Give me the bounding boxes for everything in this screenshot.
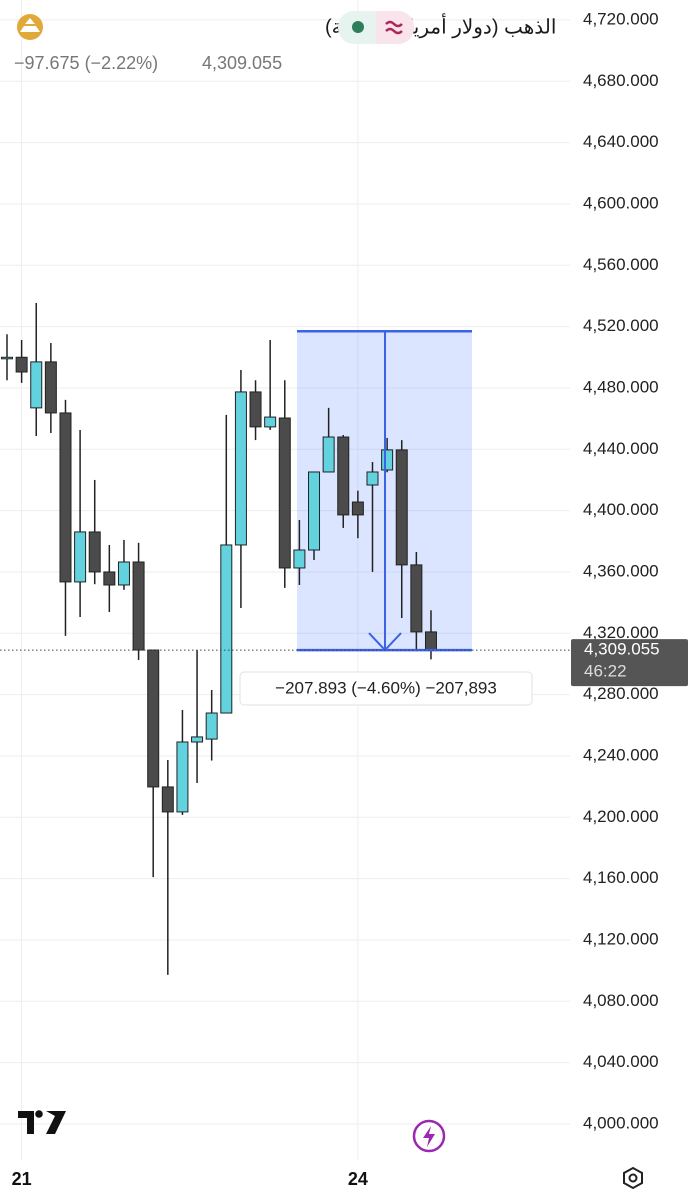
price-change: −97.675 (−2.22%) [14, 53, 158, 73]
candle-body [205, 712, 218, 740]
y-tick-label: 4,280.000 [583, 684, 659, 703]
y-tick-label: 4,560.000 [583, 255, 659, 274]
candle-body [322, 436, 335, 473]
candle-body [351, 501, 364, 516]
y-tick-label: 4,720.000 [583, 9, 659, 28]
y-tick-label: 4,680.000 [583, 71, 659, 90]
candle-body [147, 649, 160, 788]
candle-body [366, 471, 379, 486]
measure-label-box [239, 671, 533, 706]
candle-body [308, 471, 321, 551]
y-tick-label: 4,400.000 [583, 500, 659, 519]
lightning-icon [423, 1126, 435, 1147]
candle-body [88, 531, 101, 573]
settings-button[interactable] [623, 1166, 643, 1190]
settings-icon-center [628, 1173, 638, 1183]
tradingview-logo[interactable] [18, 1111, 66, 1134]
y-tick-label: 4,240.000 [583, 745, 659, 764]
candle-body [293, 549, 306, 569]
status-pill-right [376, 11, 415, 45]
candle-body [337, 436, 350, 516]
candle-body [191, 736, 204, 743]
y-tick-label: 4,200.000 [583, 807, 659, 826]
last-price-box [571, 639, 688, 687]
y-tick-label: 4,480.000 [583, 377, 659, 396]
candle-body [132, 561, 145, 651]
last-price-label: 4,309.055 [584, 640, 660, 659]
measure-label: −207.893 (−4.60%) −207,893 [275, 678, 497, 697]
candle-body [59, 412, 72, 583]
candle-body [74, 531, 87, 583]
y-tick-label: 4,040.000 [583, 1052, 659, 1071]
candle-body [103, 571, 116, 586]
y-tick-label: 4,520.000 [583, 316, 659, 335]
candle-body [234, 391, 247, 546]
candle-body [176, 741, 189, 813]
candle-body [44, 361, 57, 414]
plot: 4,000.000 4,040.000 4,080.000 4,120.000 4,16… [0, 0, 688, 1189]
header-price: 4,309.055 [202, 53, 282, 73]
x-tick-label: 24 [348, 1169, 368, 1189]
candle-body [1, 356, 13, 360]
candle-body [424, 631, 437, 651]
candle-body [410, 564, 423, 633]
candle-body [264, 416, 277, 428]
market-open-dot [352, 21, 364, 33]
candle-body [249, 391, 262, 428]
y-tick-label: 4,160.000 [583, 868, 659, 887]
candle-body [381, 449, 394, 471]
gold-icon-shape [20, 18, 40, 32]
y-tick-label: 4,320.000 [583, 623, 659, 642]
candle-body [15, 356, 28, 373]
candle-body [220, 544, 233, 714]
y-tick-label: 4,440.000 [583, 439, 659, 458]
y-tick-label: 4,640.000 [583, 132, 659, 151]
candle-body [161, 786, 174, 813]
header: الذهب (دولار أمريكي/أونصة) −97.675 (−2.2… [14, 11, 556, 73]
candle-body [395, 449, 408, 566]
y-tick-label: 4,080.000 [583, 991, 659, 1010]
candle-body [278, 417, 291, 569]
footer-icons [18, 1110, 643, 1190]
candle-body [30, 361, 43, 409]
delay-icon [385, 20, 403, 35]
candle-body [117, 561, 130, 586]
y-tick-label: 4,000.000 [583, 1113, 659, 1132]
y-tick-label: 4,360.000 [583, 561, 659, 580]
y-tick-label: 4,120.000 [583, 929, 659, 948]
y-tick-label: 4,600.000 [583, 193, 659, 212]
tradingview-logo-dot [35, 1110, 43, 1118]
x-tick-label: 21 [12, 1169, 32, 1189]
countdown: 46:22 [584, 662, 627, 681]
